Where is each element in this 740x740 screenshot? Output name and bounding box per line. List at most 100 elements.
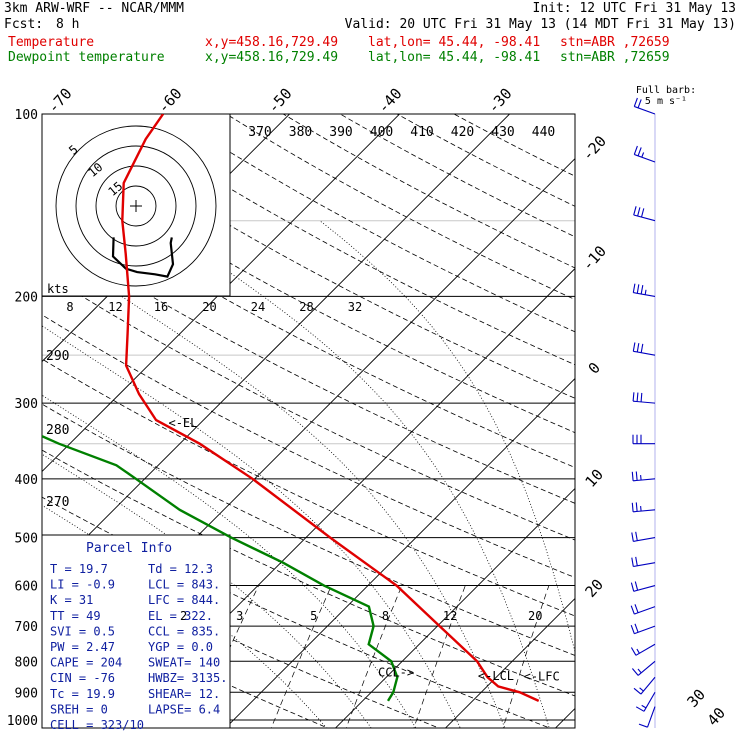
wind-barb-flag <box>636 284 640 294</box>
hodograph-speed-tick: 8 <box>66 300 73 314</box>
isotherm-label: -70 <box>44 85 76 117</box>
wind-barb-flag <box>630 605 635 615</box>
wind-barb-flag <box>637 147 642 156</box>
wind-barb-flag <box>632 283 636 293</box>
moist-adiabat <box>42 453 372 728</box>
parcel-row-right: LCL = 843. <box>148 578 220 592</box>
wind-barb <box>633 400 656 404</box>
el-marker: <-EL <box>168 416 197 430</box>
wind-barb-flag <box>631 532 634 542</box>
parcel-row-left: K = 31 <box>50 593 93 607</box>
wind-barb-flag <box>634 581 639 591</box>
hodograph-speed-tick: 24 <box>251 300 265 314</box>
theta-label: 410 <box>410 125 433 140</box>
temperature-profile <box>121 114 540 702</box>
parcel-row-left: TT = 49 <box>50 609 101 623</box>
theta-side-label: 280 <box>46 423 69 438</box>
isotherm <box>334 487 575 728</box>
temperature-latlon: lat,lon= 45.44, -98.41 <box>368 35 541 50</box>
barb-key-title: Full barb: <box>636 85 696 96</box>
mixing-ratio-label: 8 <box>382 609 389 623</box>
theta-label: 440 <box>532 125 555 140</box>
hodograph-kts-label: kts <box>47 282 69 296</box>
wind-barb <box>640 676 656 695</box>
temperature-xy: x,y=458.16,729.49 <box>205 35 339 50</box>
wind-barb <box>633 292 656 297</box>
pressure-tick-label: 800 <box>15 655 38 670</box>
lcl-marker: <-LCL <box>478 669 514 683</box>
wind-barb-flag <box>631 668 639 676</box>
pressure-tick-label: 600 <box>15 580 38 595</box>
hodograph-speed-tick: 20 <box>202 300 216 314</box>
pressure-tick-label: 300 <box>15 397 38 412</box>
wind-barb <box>633 585 656 592</box>
isotherm-label: -20 <box>579 132 611 164</box>
wind-barb-flag <box>640 475 642 481</box>
wind-barb-flag <box>630 582 635 592</box>
parcel-info-box <box>41 534 231 729</box>
wind-barb-flag <box>640 392 643 402</box>
theta-label: 380 <box>289 125 312 140</box>
hodograph-ring <box>55 125 217 287</box>
sounding-profiles <box>42 114 540 702</box>
isotherm-label: -60 <box>154 85 186 117</box>
mixing-ratio-line <box>345 585 403 728</box>
isotherm-label: 10 <box>582 465 607 490</box>
mixing-ratio-label: 12 <box>443 609 457 623</box>
hodograph-speed-tick: 32 <box>348 300 362 314</box>
pressure-tick-label: 1000 <box>7 714 38 729</box>
pressure-tick-label: 700 <box>15 620 38 635</box>
parcel-row-left: SVI = 0.5 <box>50 624 115 638</box>
wind-barb-flag <box>641 704 647 709</box>
hodograph-ring <box>115 185 157 227</box>
wind-barb <box>635 643 656 656</box>
wind-barb-flag <box>631 557 634 567</box>
wind-barb-flag <box>635 531 638 541</box>
parcel-row-left: LI = -0.9 <box>50 578 115 592</box>
temperature-station: stn=ABR ,72659 <box>560 35 670 50</box>
wind-barb <box>633 478 656 482</box>
wind-barb-flag <box>637 99 642 108</box>
hodograph-speed-tick: 12 <box>108 300 122 314</box>
wind-barb-flag <box>640 208 645 218</box>
pressure-tick-label: 100 <box>15 108 38 123</box>
moist-adiabat <box>319 220 575 654</box>
wind-barb-flag <box>633 145 638 155</box>
wind-barb-flag <box>636 648 640 654</box>
legend-dewpoint: Dewpoint temperature <box>8 50 165 65</box>
isotherm-label: -50 <box>264 85 296 117</box>
wind-barb-flag <box>640 343 644 353</box>
dry-adiabat <box>42 270 575 541</box>
wind-barb-flag <box>635 502 638 512</box>
forecast-label: Fcst: <box>4 17 44 32</box>
isotherm-label: 30 <box>684 685 709 710</box>
dry-adiabat <box>453 114 575 177</box>
mixing-ratio-line <box>413 585 466 728</box>
dry-adiabat <box>42 449 575 697</box>
wind-barb-flag <box>637 207 641 217</box>
isotherm-label: -10 <box>579 242 611 274</box>
wind-barb <box>637 660 656 676</box>
parcel-row-left: T = 19.7 <box>50 562 108 576</box>
dry-adiabat <box>111 114 575 366</box>
parcel-row-left: CIN = -76 <box>50 671 115 685</box>
wind-barb-flag <box>633 206 637 216</box>
init-time: Init: 12 UTC Fri 31 May 13 <box>532 1 737 16</box>
barb-key: Full barb:5 m s⁻¹ <box>636 85 696 107</box>
parcel-row-left: SREH = 0 <box>50 702 108 716</box>
wind-barbs <box>630 97 656 728</box>
wind-barb-flag <box>633 687 642 695</box>
dry-adiabat <box>225 114 575 300</box>
wind-barb-flag <box>636 343 640 353</box>
hodograph-speed-tick: 28 <box>299 300 313 314</box>
hodograph-ring <box>75 145 197 267</box>
parcel-row-right: Td = 12.3 <box>148 562 213 576</box>
isotherm-label: 0 <box>585 359 604 378</box>
parcel-info-text: Parcel Info T = 19.7 Td = 12.3 LI = -0.9 LCL… <box>50 541 227 732</box>
dry-adiabat <box>282 114 575 269</box>
wind-barb-flag <box>636 392 639 402</box>
parcel-row-right: LFC = 844. <box>148 593 220 607</box>
legend-temperature: Temperature <box>8 35 95 50</box>
ccl-marker: CCL-> <box>378 666 414 680</box>
